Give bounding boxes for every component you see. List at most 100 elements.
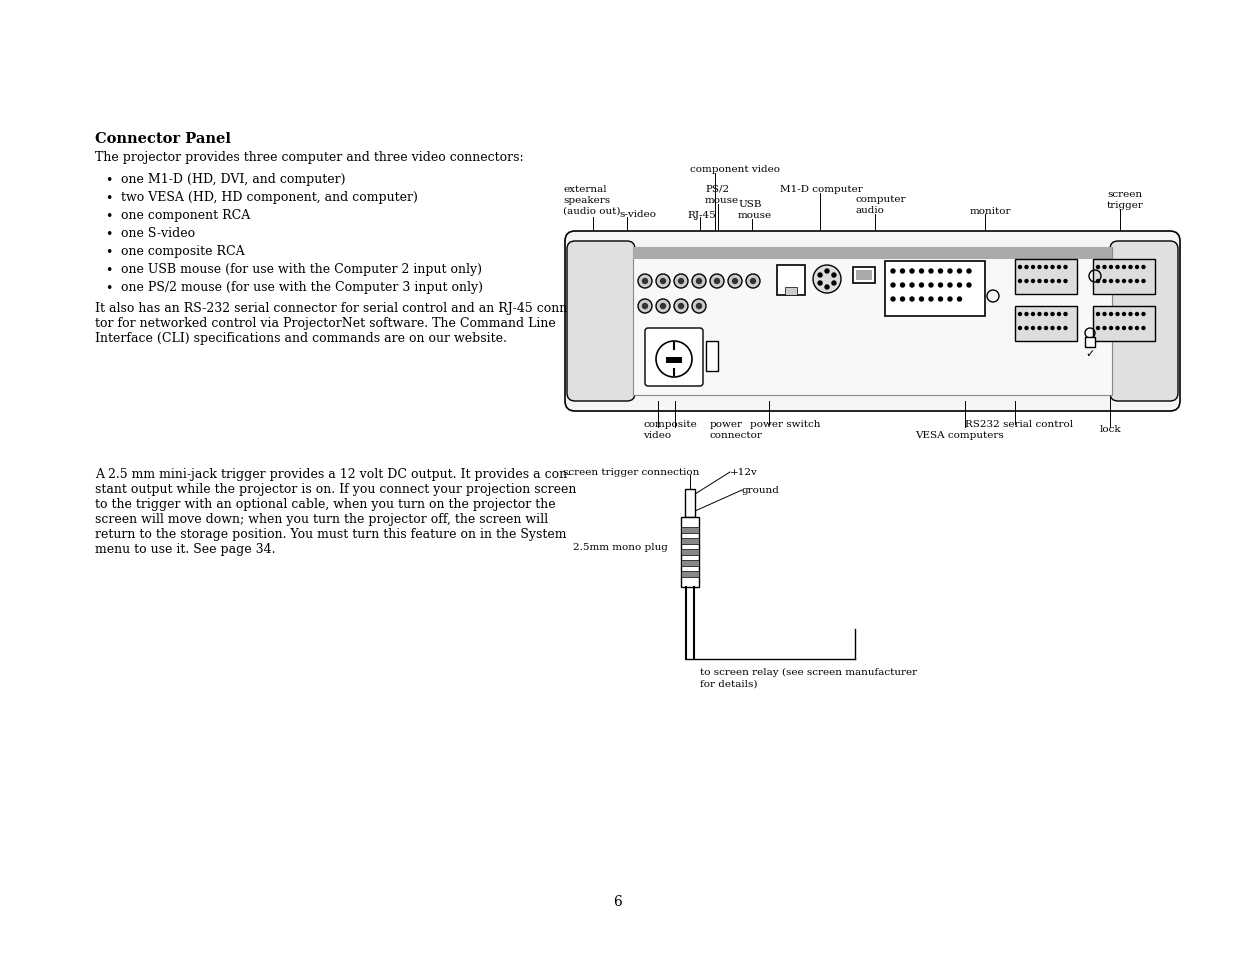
Text: •: • xyxy=(105,264,112,276)
Circle shape xyxy=(939,284,942,288)
Circle shape xyxy=(1037,266,1041,269)
Circle shape xyxy=(1031,266,1035,269)
Text: one composite RCA: one composite RCA xyxy=(121,245,245,257)
Bar xyxy=(680,550,699,556)
Circle shape xyxy=(1051,266,1053,269)
Circle shape xyxy=(697,279,701,284)
Circle shape xyxy=(1142,327,1145,330)
Circle shape xyxy=(1045,314,1047,316)
Circle shape xyxy=(1019,327,1021,330)
Circle shape xyxy=(751,279,756,284)
Text: to screen relay (see screen manufacturer: to screen relay (see screen manufacturer xyxy=(700,667,918,677)
Circle shape xyxy=(1097,280,1099,283)
Circle shape xyxy=(1051,327,1053,330)
Bar xyxy=(1093,307,1155,341)
FancyBboxPatch shape xyxy=(567,242,635,401)
Circle shape xyxy=(692,274,706,289)
Circle shape xyxy=(948,297,952,302)
Circle shape xyxy=(939,270,942,274)
Circle shape xyxy=(957,297,962,302)
Text: It also has an RS-232 serial connector for serial control and an RJ-45 connec-: It also has an RS-232 serial connector f… xyxy=(95,302,585,314)
Circle shape xyxy=(957,270,962,274)
Circle shape xyxy=(813,266,841,294)
Circle shape xyxy=(1123,266,1125,269)
Bar xyxy=(885,262,986,316)
Text: ✓: ✓ xyxy=(1086,349,1094,358)
Circle shape xyxy=(825,270,829,274)
Circle shape xyxy=(638,274,652,289)
Text: power switch: power switch xyxy=(750,419,820,429)
Bar xyxy=(680,517,699,587)
Bar xyxy=(666,357,682,364)
Bar xyxy=(1086,337,1095,348)
Text: power: power xyxy=(710,419,743,429)
Circle shape xyxy=(1025,280,1028,283)
Circle shape xyxy=(1109,327,1113,330)
Circle shape xyxy=(1142,314,1145,316)
Text: 6: 6 xyxy=(613,894,621,908)
Text: lock: lock xyxy=(1100,424,1121,434)
Text: •: • xyxy=(105,228,112,241)
Text: ground: ground xyxy=(742,485,779,495)
Circle shape xyxy=(710,274,724,289)
Circle shape xyxy=(1142,280,1145,283)
Text: Interface (CLI) specifications and commands are on our website.: Interface (CLI) specifications and comma… xyxy=(95,332,506,345)
Circle shape xyxy=(1103,314,1107,316)
Text: A 2.5 mm mini-jack trigger provides a 12 volt DC output. It provides a con-: A 2.5 mm mini-jack trigger provides a 12… xyxy=(95,468,572,480)
Circle shape xyxy=(642,279,647,284)
Circle shape xyxy=(732,279,737,284)
Circle shape xyxy=(900,270,904,274)
Bar xyxy=(1015,260,1077,294)
Text: +12v: +12v xyxy=(730,468,758,476)
Circle shape xyxy=(920,270,924,274)
Circle shape xyxy=(1019,280,1021,283)
Bar xyxy=(853,268,876,284)
Circle shape xyxy=(818,282,823,286)
Text: RS232 serial control: RS232 serial control xyxy=(965,419,1073,429)
Circle shape xyxy=(1065,314,1067,316)
Circle shape xyxy=(939,297,942,302)
Text: one S-video: one S-video xyxy=(121,227,195,240)
Text: video: video xyxy=(643,431,671,439)
Circle shape xyxy=(832,274,836,277)
Circle shape xyxy=(1025,266,1028,269)
Text: •: • xyxy=(105,246,112,258)
Circle shape xyxy=(1037,314,1041,316)
Circle shape xyxy=(678,304,683,309)
Circle shape xyxy=(920,284,924,288)
Text: screen: screen xyxy=(1107,190,1142,199)
Circle shape xyxy=(1037,327,1041,330)
Text: computer: computer xyxy=(855,194,905,204)
Circle shape xyxy=(678,279,683,284)
Text: monitor: monitor xyxy=(969,207,1011,215)
Circle shape xyxy=(818,274,823,277)
Circle shape xyxy=(967,270,971,274)
Text: to the trigger with an optional cable, when you turn on the projector the: to the trigger with an optional cable, w… xyxy=(95,497,556,511)
Circle shape xyxy=(1045,327,1047,330)
Circle shape xyxy=(1057,327,1061,330)
Circle shape xyxy=(900,284,904,288)
Circle shape xyxy=(1116,314,1119,316)
Circle shape xyxy=(910,284,914,288)
Circle shape xyxy=(1135,280,1139,283)
Text: tor for networked control via ProjectorNet software. The Command Line: tor for networked control via ProjectorN… xyxy=(95,316,556,330)
Bar xyxy=(680,560,699,566)
Circle shape xyxy=(661,279,666,284)
Circle shape xyxy=(1123,280,1125,283)
Text: VESA computers: VESA computers xyxy=(915,431,1004,439)
Circle shape xyxy=(1057,314,1061,316)
Circle shape xyxy=(1109,266,1113,269)
Text: •: • xyxy=(105,173,112,187)
FancyBboxPatch shape xyxy=(645,329,703,387)
Circle shape xyxy=(715,279,720,284)
Circle shape xyxy=(929,270,932,274)
Bar xyxy=(777,266,805,295)
Circle shape xyxy=(642,304,647,309)
Circle shape xyxy=(1116,327,1119,330)
Circle shape xyxy=(1025,314,1028,316)
Circle shape xyxy=(697,304,701,309)
Circle shape xyxy=(1097,266,1099,269)
Circle shape xyxy=(1129,280,1132,283)
Text: Connector Panel: Connector Panel xyxy=(95,132,231,146)
Circle shape xyxy=(948,270,952,274)
